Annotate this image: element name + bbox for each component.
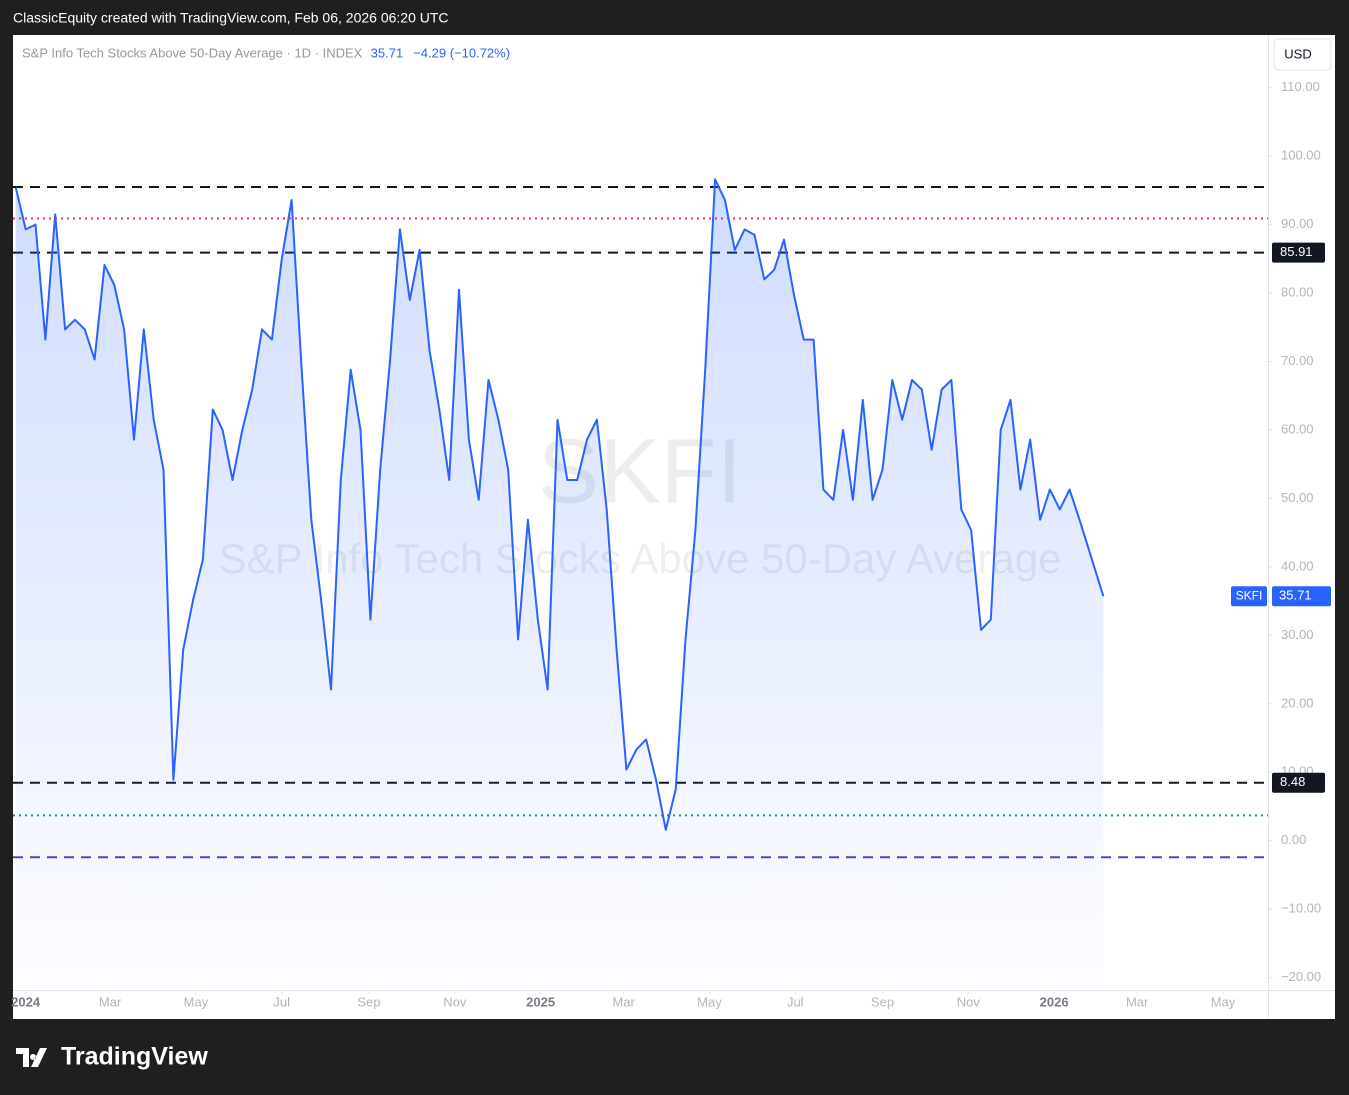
axes: −20.00−10.000.0010.0020.0030.0040.0050.0…	[11, 79, 1331, 1009]
y-tick-label: 30.00	[1281, 627, 1314, 642]
y-tick-label: 90.00	[1281, 216, 1314, 231]
brand: TradingView	[61, 1043, 208, 1071]
line	[14, 178, 1105, 831]
legend-label: S&P Info Tech Stocks Above 50-Day Averag…	[22, 45, 363, 60]
last-price-tag	[1272, 586, 1331, 607]
x-tick-label: Sep	[871, 994, 894, 1009]
x-tick-label: May	[697, 994, 722, 1009]
y-tick-label: 20.00	[1281, 695, 1314, 710]
x-tick-label: Nov	[443, 994, 467, 1009]
logo-icon	[16, 1048, 47, 1067]
hline-tag	[1272, 772, 1325, 793]
x-tick-label: Mar	[1126, 994, 1149, 1009]
y-tick-label: −10.00	[1281, 901, 1321, 916]
x-tick-label: Sep	[357, 994, 380, 1009]
y-tick-label: 80.00	[1281, 285, 1314, 300]
y-tick-label: 60.00	[1281, 421, 1314, 436]
symbol-tag	[1231, 586, 1267, 607]
x-tick-label: 2025	[526, 994, 555, 1009]
currency-button[interactable]	[1273, 38, 1332, 71]
y-tick-label: 100.00	[1281, 148, 1321, 163]
last-price-label: 35.71	[1279, 588, 1312, 603]
area	[15, 179, 1104, 990]
x-tick-label: Mar	[99, 994, 122, 1009]
x-tick-label: Jul	[787, 994, 804, 1009]
x-tick-label: Nov	[957, 994, 981, 1009]
y-tick-label: 0.00	[1281, 832, 1306, 847]
y-tick-label: 50.00	[1281, 490, 1314, 505]
plot	[13, 178, 1268, 990]
currency[interactable]: USD	[1284, 46, 1311, 61]
logo: TradingView	[16, 1043, 208, 1071]
y-tick-label: −20.00	[1281, 969, 1321, 984]
hline-tag	[1272, 242, 1325, 263]
y-tick-label: 70.00	[1281, 353, 1314, 368]
hline-label: 8.48	[1280, 774, 1305, 789]
legend-value: 35.71	[371, 45, 404, 60]
hline-label: 85.91	[1280, 244, 1313, 259]
x-tick-label: 2026	[1040, 994, 1069, 1009]
x-tick-label: Jul	[273, 994, 290, 1009]
credit: ClassicEquity created with TradingView.c…	[13, 10, 449, 26]
x-tick-label: May	[184, 994, 209, 1009]
y-tick-label: 110.00	[1281, 79, 1320, 94]
x-tick-label: 2024	[11, 994, 41, 1009]
x-tick-label: Mar	[612, 994, 635, 1009]
legend-change: −4.29 (−10.72%)	[413, 45, 510, 60]
symbol-tag-label: SKFI	[1236, 588, 1263, 602]
y-tick-label: 40.00	[1281, 558, 1314, 573]
x-tick-label: May	[1211, 994, 1236, 1009]
